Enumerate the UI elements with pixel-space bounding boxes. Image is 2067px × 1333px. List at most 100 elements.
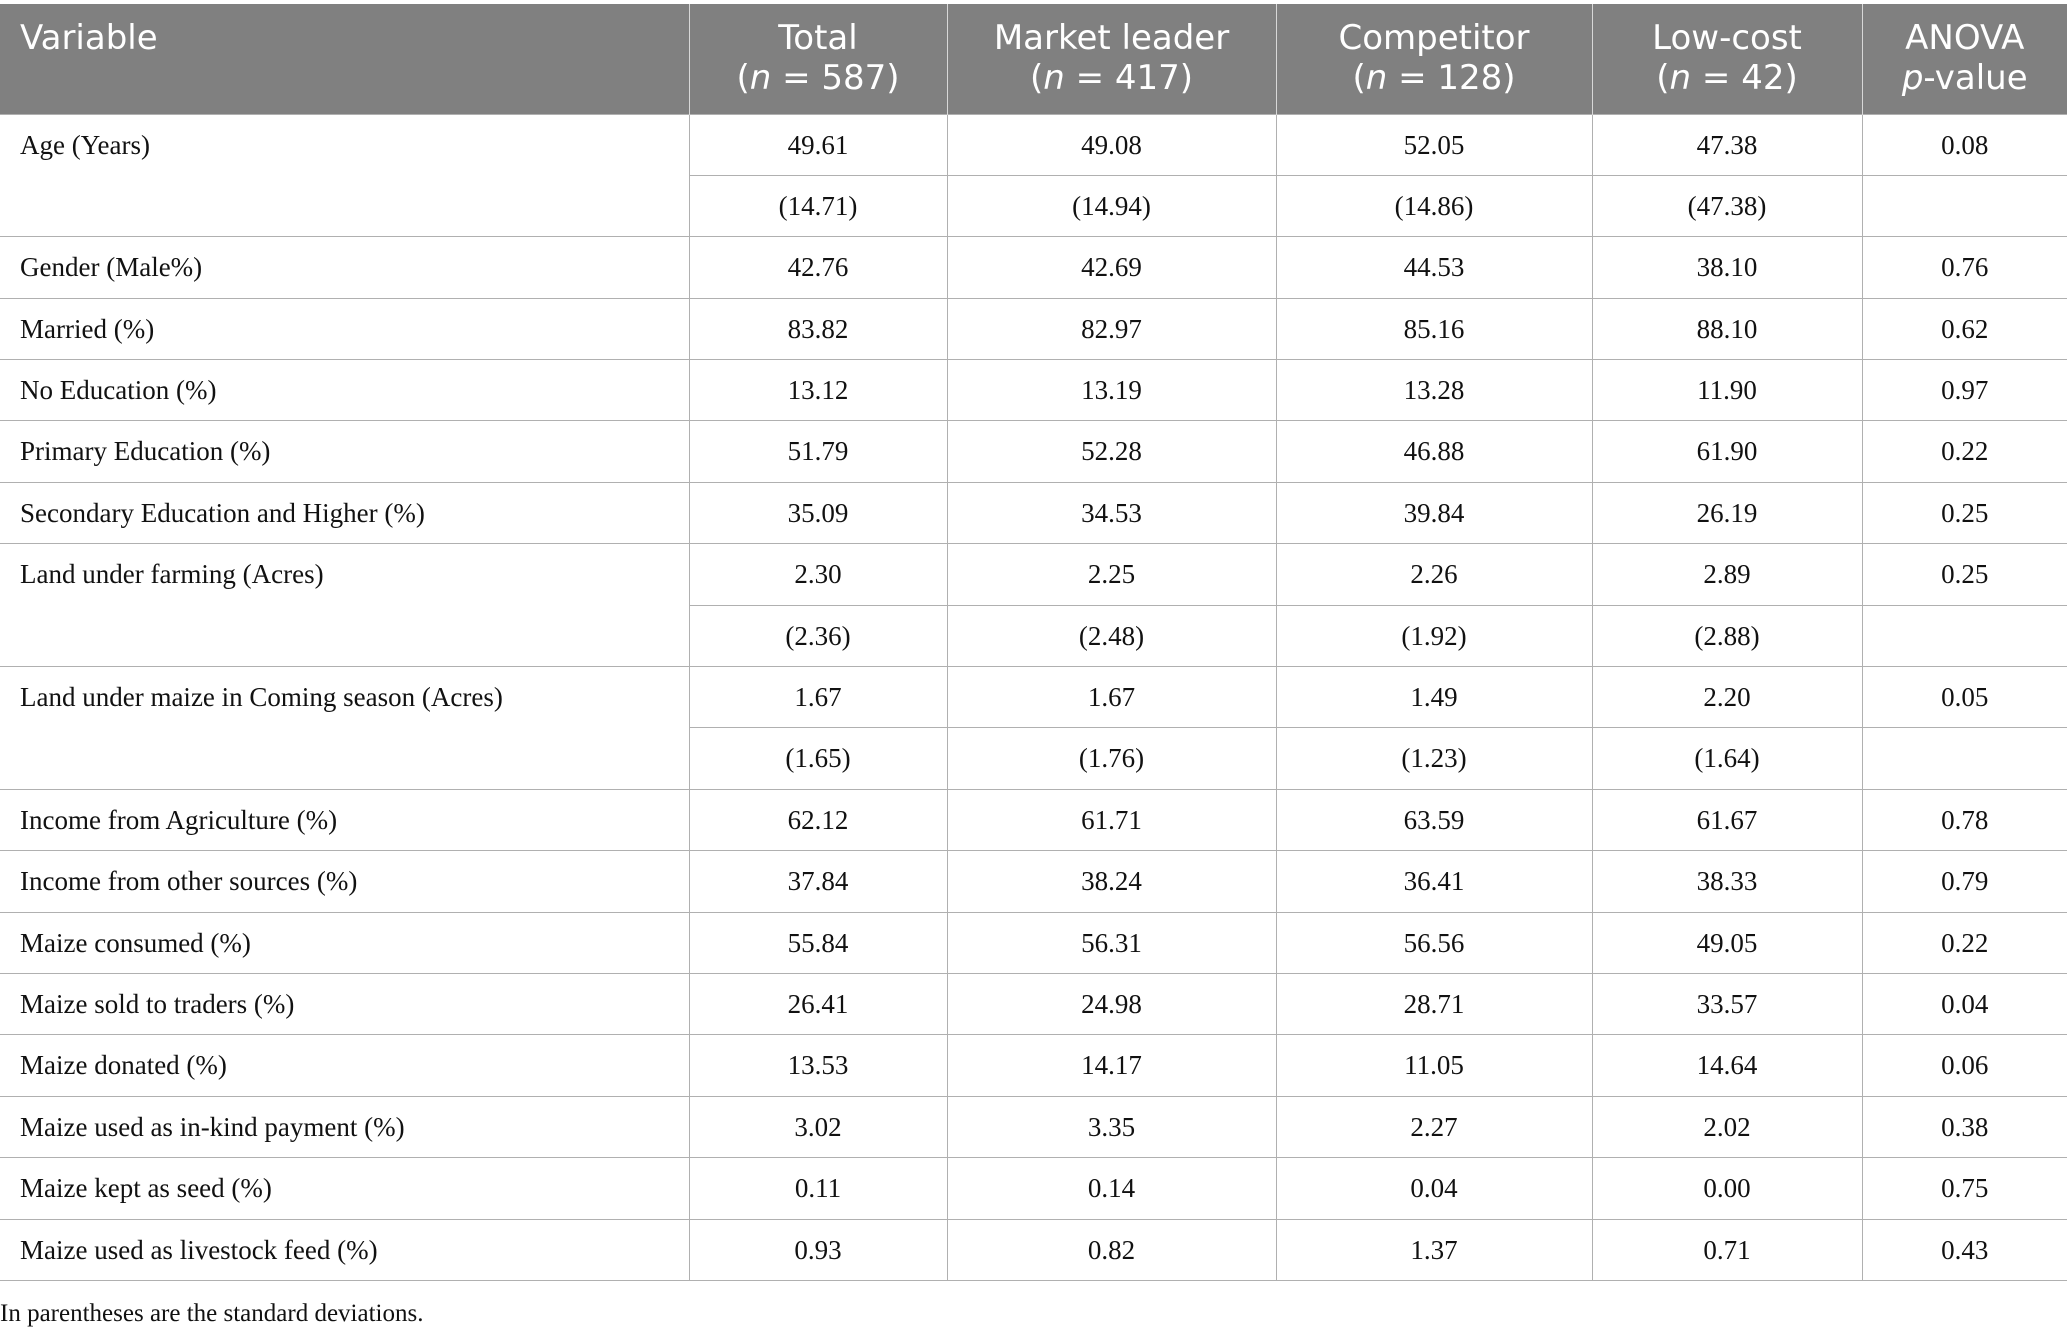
variable-label: Maize used as livestock feed (%) (0, 1218, 690, 1281)
cell-total: 35.09 (688, 481, 948, 545)
cell-competitor: 63.59 (1275, 788, 1593, 852)
cell-anova-pvalue: 0.75 (1861, 1157, 2067, 1220)
cell-total: 3.02 (688, 1095, 948, 1159)
table-row: No Education (%) 13.12 13.19 13.28 11.90 0.97 (0, 359, 2067, 422)
table-row: Land under maize in Coming season (Acres… (0, 666, 2067, 790)
table-row: Married (%) 83.82 82.97 85.16 88.10 0.62 (0, 297, 2067, 361)
cell-market-leader: 3.35 (946, 1095, 1277, 1159)
cell-market-leader: 34.53 (946, 481, 1277, 545)
table-row: Maize used as in-kind payment (%) 3.02 3.3… (0, 1095, 2067, 1159)
cell-market-leader: 13.19 (946, 359, 1277, 422)
table-row-sd: (2.36) (2.48) (1.92) (2.88) (0, 604, 2067, 668)
cell-market-leader: 82.97 (946, 297, 1277, 361)
cell-sd-market-leader: (14.94) (946, 174, 1277, 238)
cell-competitor: 11.05 (1275, 1034, 1593, 1097)
cell-anova-pvalue: 0.08 (1861, 113, 2067, 176)
cell-low-cost: 14.64 (1591, 1034, 1863, 1097)
cell-sd-market-leader: (1.76) (946, 727, 1277, 790)
table-wrapper: Variable Total (n = 587) Market leader (… (0, 4, 2067, 1281)
cell-total: 62.12 (688, 788, 948, 852)
variable-label: Age (Years) (0, 113, 690, 238)
cell-anova-pvalue: 0.62 (1861, 297, 2067, 361)
table-row: Age (Years) 49.61 49.08 52.05 47.38 0.08 (0, 113, 2067, 238)
cell-low-cost: 61.90 (1591, 420, 1863, 483)
cell-competitor: 28.71 (1275, 972, 1593, 1036)
variable-label: Income from Agriculture (%) (0, 788, 690, 852)
cell-sd-market-leader: (2.48) (946, 604, 1277, 668)
cell-anova-pvalue: 0.76 (1861, 236, 2067, 299)
cell-competitor: 1.49 (1275, 666, 1593, 729)
cell-sd-empty (1861, 604, 2067, 668)
header-low-cost-n: 42 (1741, 58, 1785, 98)
table-header: Variable Total (n = 587) Market leader (… (0, 4, 2067, 114)
cell-total: 0.93 (688, 1218, 948, 1281)
cell-anova-pvalue: 0.43 (1861, 1218, 2067, 1281)
cell-anova-pvalue: 0.06 (1861, 1034, 2067, 1097)
cell-market-leader: 0.82 (946, 1218, 1277, 1281)
cell-low-cost: 26.19 (1591, 481, 1863, 545)
cell-competitor: 13.28 (1275, 359, 1593, 422)
cell-market-leader: 38.24 (946, 850, 1277, 913)
cell-total: 51.79 (688, 420, 948, 483)
cell-competitor: 39.84 (1275, 481, 1593, 545)
variable-label: Maize donated (%) (0, 1034, 690, 1097)
cell-market-leader: 56.31 (946, 911, 1277, 974)
cell-competitor: 56.56 (1275, 911, 1593, 974)
header-variable: Variable (0, 4, 689, 114)
cell-total: 26.41 (688, 972, 948, 1036)
cell-low-cost: 61.67 (1591, 788, 1863, 852)
header-competitor: Competitor (n = 128) (1275, 4, 1592, 114)
cell-sd-competitor: (14.86) (1275, 174, 1593, 238)
cell-anova-pvalue: 0.38 (1861, 1095, 2067, 1159)
cell-low-cost: 38.10 (1591, 236, 1863, 299)
cell-anova-pvalue: 0.04 (1861, 972, 2067, 1036)
table-row: Maize sold to traders (%) 26.41 24.98 28.71… (0, 972, 2067, 1036)
cell-sd-total: (14.71) (688, 174, 948, 238)
variable-label: Secondary Education and Higher (%) (0, 481, 690, 545)
variable-label: Land under maize in Coming season (Acres… (0, 666, 690, 790)
cell-total: 2.30 (688, 543, 948, 606)
variable-label: No Education (%) (0, 359, 690, 422)
cell-low-cost: 11.90 (1591, 359, 1863, 422)
table-row: Gender (Male%) 42.76 42.69 44.53 38.10 0.76 (0, 236, 2067, 299)
cell-sd-total: (1.65) (688, 727, 948, 790)
cell-market-leader: 42.69 (946, 236, 1277, 299)
cell-sd-low-cost: (47.38) (1591, 174, 1863, 238)
cell-anova-pvalue: 0.78 (1861, 788, 2067, 852)
cell-total: 1.67 (688, 666, 948, 729)
cell-competitor: 1.37 (1275, 1218, 1593, 1281)
header-anova-pvalue: ANOVA p-value (1861, 4, 2067, 114)
cell-total: 0.11 (688, 1157, 948, 1220)
cell-competitor: 46.88 (1275, 420, 1593, 483)
cell-market-leader: 52.28 (946, 420, 1277, 483)
cell-sd-low-cost: (2.88) (1591, 604, 1863, 668)
cell-low-cost: 49.05 (1591, 911, 1863, 974)
cell-market-leader: 0.14 (946, 1157, 1277, 1220)
cell-low-cost: 2.89 (1591, 543, 1863, 606)
cell-market-leader: 24.98 (946, 972, 1277, 1036)
table-row: Primary Education (%) 51.79 52.28 46.88 61.9… (0, 420, 2067, 483)
cell-total: 55.84 (688, 911, 948, 974)
header-competitor-n: 128 (1437, 58, 1503, 98)
cell-anova-pvalue: 0.05 (1861, 666, 2067, 729)
cell-low-cost: 0.00 (1591, 1157, 1863, 1220)
cell-market-leader: 61.71 (946, 788, 1277, 852)
cell-sd-empty (1861, 174, 2067, 238)
header-row: Variable Total (n = 587) Market leader (… (0, 4, 2067, 114)
cell-total: 83.82 (688, 297, 948, 361)
table-row: Land under farming (Acres) 2.30 2.25 2.26 2.… (0, 543, 2067, 668)
table-row: Maize consumed (%) 55.84 56.31 56.56 49.05 0.… (0, 911, 2067, 974)
cell-anova-pvalue: 0.22 (1861, 911, 2067, 974)
cell-market-leader: 14.17 (946, 1034, 1277, 1097)
table-row: Maize used as livestock feed (%) 0.93 0.82… (0, 1218, 2067, 1281)
cell-sd-low-cost: (1.64) (1591, 727, 1863, 790)
cell-anova-pvalue: 0.97 (1861, 359, 2067, 422)
cell-low-cost: 2.02 (1591, 1095, 1863, 1159)
cell-sd-competitor: (1.92) (1275, 604, 1593, 668)
cell-total: 13.53 (688, 1034, 948, 1097)
cell-anova-pvalue: 0.22 (1861, 420, 2067, 483)
header-pvalue-suffix: -value (1923, 58, 2028, 98)
header-market-leader-n: 417 (1114, 58, 1180, 98)
variable-label: Maize kept as seed (%) (0, 1157, 690, 1220)
table-row: Secondary Education and Higher (%) 35.09 3… (0, 481, 2067, 545)
